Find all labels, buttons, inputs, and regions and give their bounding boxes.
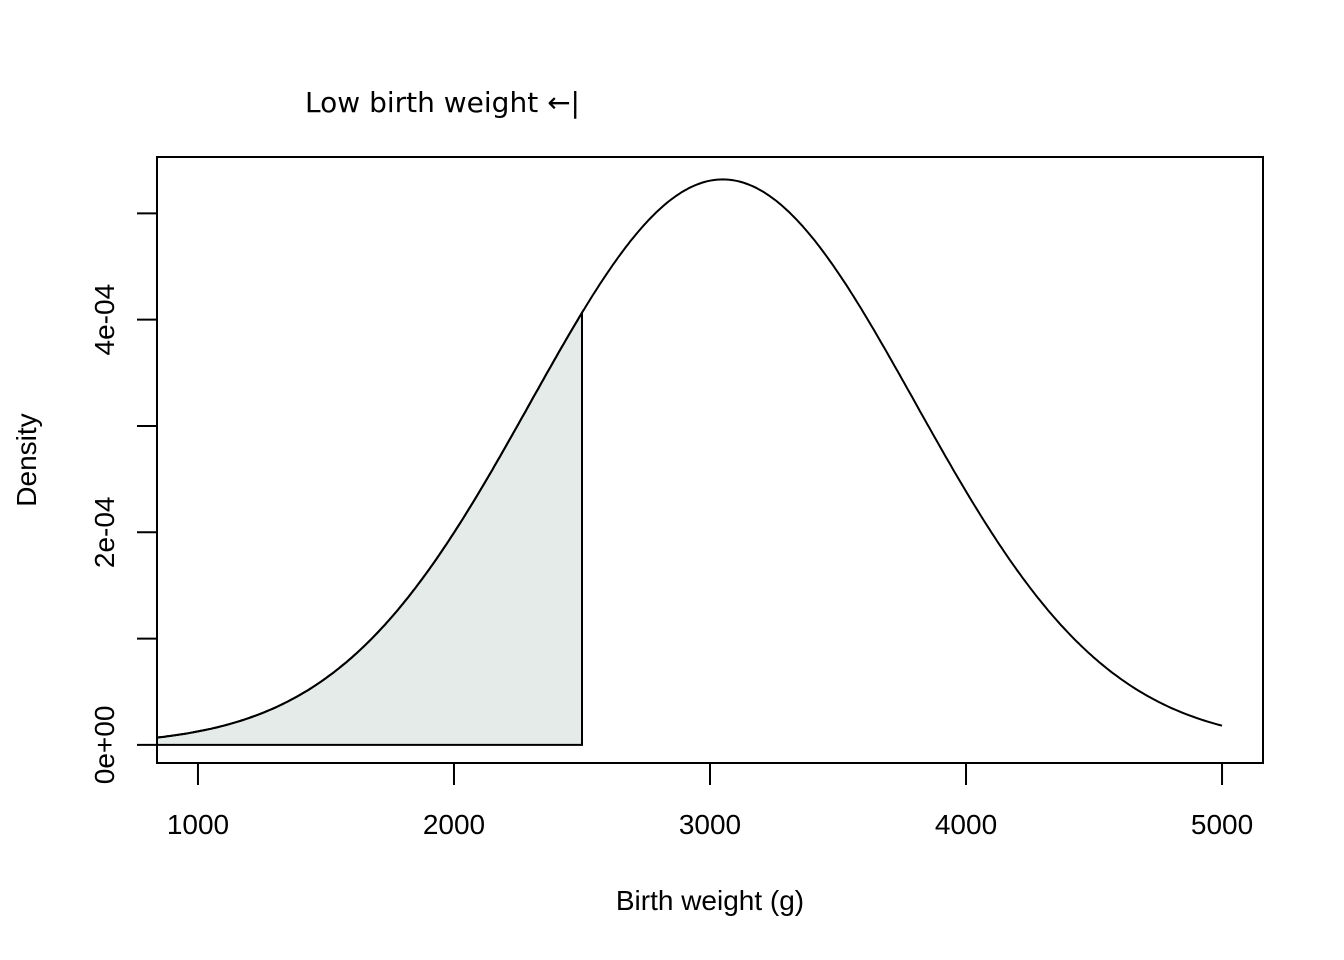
x-axis: 1000 2000 3000 4000 5000 (167, 763, 1253, 840)
x-tick-label: 1000 (167, 809, 229, 840)
x-tick-label: 3000 (679, 809, 741, 840)
x-tick-label: 2000 (423, 809, 485, 840)
low-birth-weight-shaded-area (156, 309, 583, 746)
x-tick-label: 5000 (1191, 809, 1253, 840)
y-axis: 0e+00 2e-04 4e-04 (89, 212, 157, 785)
y-tick-label: 0e+00 (89, 706, 120, 785)
y-axis-label: Density (11, 413, 42, 506)
y-tick-label: 2e-04 (89, 496, 120, 568)
x-axis-label: Birth weight (g) (616, 885, 804, 916)
density-curve (156, 178, 1223, 739)
plot-frame (156, 156, 1264, 764)
y-tick-label: 4e-04 (89, 284, 120, 356)
x-tick-label: 4000 (935, 809, 997, 840)
low-birth-weight-annotation: Low birth weight ←| (305, 86, 580, 119)
